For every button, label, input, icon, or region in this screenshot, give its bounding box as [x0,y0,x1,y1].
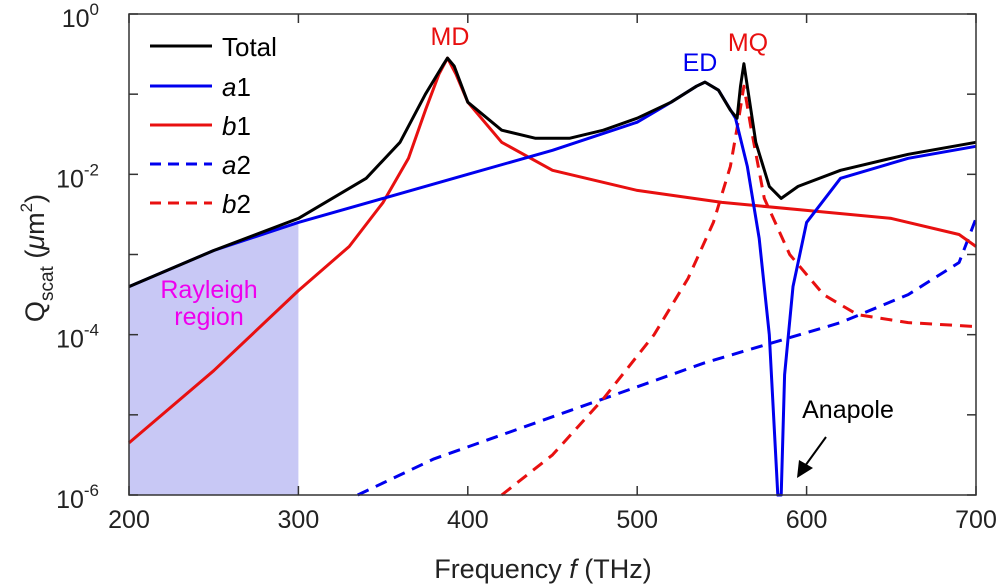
annotation-anapole: Anapole [802,396,894,424]
legend-label-b1: b1 [222,111,251,141]
tick-layer [128,13,977,496]
x-tick-label: 300 [278,506,320,534]
anapole-arrow [797,436,827,478]
x-tick-label: 200 [108,506,150,534]
annotation-md: MD [431,23,470,51]
y-axis-title: Qscat (μm2) [17,194,58,322]
annotation-mq: MQ [728,29,768,57]
x-tick-label: 600 [786,506,828,534]
legend-label-total: Total [222,32,277,62]
y-tick-labels: 100 10-2 10-4 10-6 [56,0,99,514]
x-tick-label: 500 [616,506,658,534]
legend: Total a1 b1 a2 b2 [150,32,277,219]
rayleigh-label-line1: Rayleigh [160,276,257,304]
legend-label-a1: a1 [222,72,251,102]
y-tick-label: 10-4 [56,321,99,354]
rayleigh-label-line2: region [174,303,244,331]
series-line-total [128,56,977,288]
legend-label-b2: b2 [222,189,251,219]
x-axis-title: Frequency f (THz) [434,554,652,584]
x-tick-label: 700 [955,506,997,534]
x-tick-label: 400 [447,506,489,534]
series-layer [128,56,978,497]
y-tick-label: 10-6 [56,481,99,514]
series-line-a2 [357,217,978,497]
x-tick-labels: 200 300 400 500 600 700 [108,506,997,534]
legend-label-a2: a2 [222,150,251,180]
y-tick-label: 10-2 [56,160,99,193]
rayleigh-region-area [129,222,299,495]
series-line-b2 [500,84,977,497]
y-tick-label: 100 [62,0,99,33]
annotation-ed: ED [683,49,718,77]
